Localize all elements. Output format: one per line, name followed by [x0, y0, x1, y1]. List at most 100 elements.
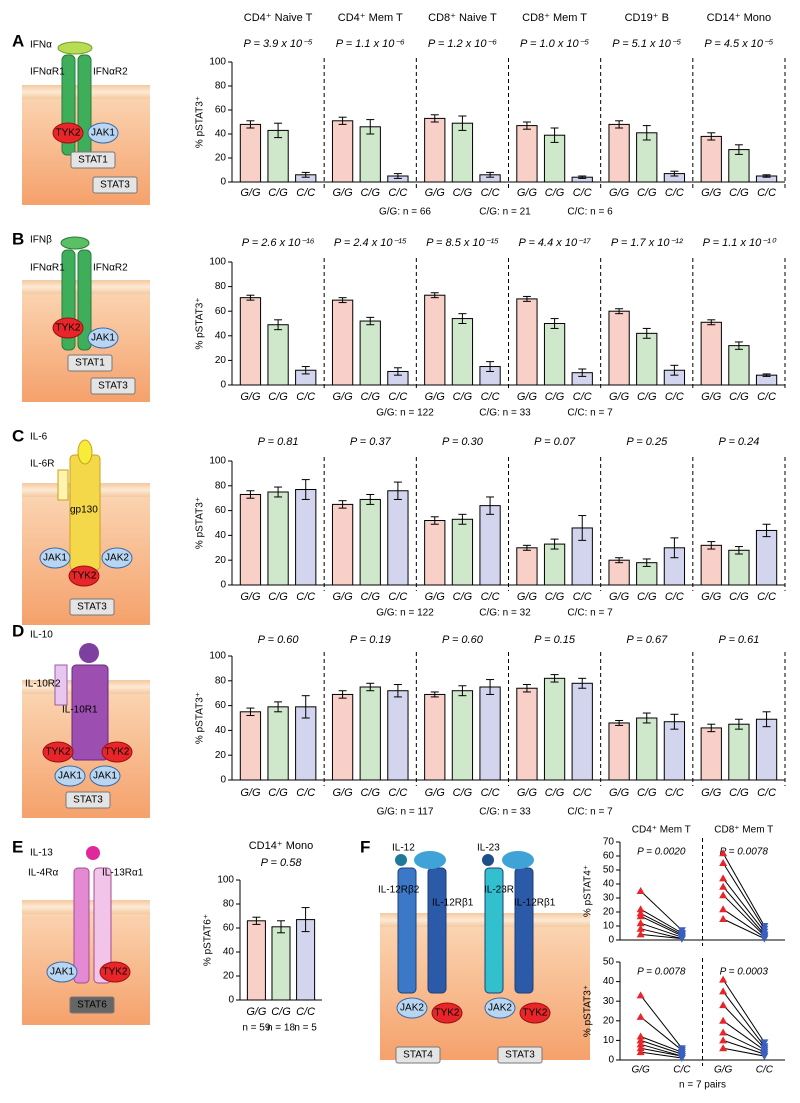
- protein-label: STAT3: [98, 381, 128, 392]
- y-axis-label: % pSTAT3⁺: [195, 692, 206, 744]
- point: [636, 1012, 645, 1020]
- bar: [516, 547, 538, 586]
- stat-box: [69, 598, 115, 616]
- ligand: [57, 41, 93, 55]
- x-tick-label: C/C: [481, 591, 500, 603]
- stat-box: [65, 791, 111, 809]
- x-tick-label: C/G: [545, 787, 565, 799]
- bar: [700, 135, 722, 183]
- receptor: [397, 867, 417, 994]
- group-title: CD4⁺ Naive T: [244, 12, 313, 24]
- y-tick-label: 60: [215, 105, 227, 116]
- pair-line: [722, 1020, 765, 1051]
- x-tick-label: G/G: [609, 591, 630, 603]
- y-tick-label: 70: [603, 837, 615, 848]
- receptor-label: IL-13: [30, 848, 53, 859]
- kinase: [87, 327, 119, 349]
- x-tick-label: G/G: [701, 391, 722, 403]
- bar: [571, 682, 593, 781]
- y-tick-label: 60: [215, 700, 227, 711]
- y-tick-label: 100: [209, 651, 226, 662]
- x-tick-label: C/C: [388, 187, 407, 199]
- bar: [331, 120, 354, 183]
- p-value: P = 0.15: [534, 634, 576, 646]
- n-label: G/G: n = 66: [379, 207, 431, 218]
- bar: [636, 332, 658, 386]
- y-tick-label: 60: [215, 505, 227, 516]
- bar: [246, 920, 266, 1001]
- x-tick-label: C/C: [665, 391, 684, 403]
- y-tick-label: 0: [228, 995, 234, 1006]
- bar: [516, 125, 538, 183]
- n-label: C/G: n = 21: [479, 207, 531, 218]
- point: [719, 987, 728, 995]
- bar: [728, 723, 750, 781]
- x-tick-label: C/C: [481, 787, 500, 799]
- y-tick-label: 100: [209, 257, 226, 268]
- y-tick-label: 100: [209, 456, 226, 467]
- n-label: C/C: n = 7: [567, 807, 613, 818]
- p-value: P = 0.67: [626, 634, 668, 646]
- x-tick-label: G/G: [333, 787, 354, 799]
- x-tick-label: G/G: [425, 187, 446, 199]
- y-axis-label: % pSTAT6⁺: [203, 914, 214, 966]
- bar: [387, 690, 409, 781]
- bar: [239, 123, 262, 183]
- y-tick-label: 30: [603, 893, 615, 904]
- receptor-label: IFNαR1: [30, 67, 65, 78]
- x-tick-label: G/G: [333, 391, 354, 403]
- x-tick-label: C/C: [665, 787, 684, 799]
- protein-label: TYK2: [522, 1008, 547, 1019]
- x-tick-label: C/G: [360, 591, 380, 603]
- protein-label: JAK1: [93, 771, 117, 782]
- panel-letter: A: [12, 31, 24, 50]
- x-tick-label: C/G: [453, 591, 473, 603]
- protein-label: JAK1: [91, 333, 115, 344]
- kinase: [52, 317, 84, 339]
- bar: [239, 493, 262, 586]
- receptor-label: IFNβ: [30, 235, 52, 246]
- bar: [516, 687, 538, 781]
- bar: [295, 489, 317, 586]
- x-tick-label: C/C: [756, 1065, 774, 1076]
- y-tick-label: 0: [220, 380, 226, 391]
- kinase: [39, 547, 71, 569]
- panel-letter: B: [12, 229, 24, 248]
- receptor-label: IL-6: [30, 432, 48, 443]
- pair-line: [722, 886, 765, 935]
- pair-line: [722, 1004, 765, 1049]
- x-tick-label: G/G: [240, 187, 261, 199]
- pair-line: [722, 852, 765, 927]
- bar: [359, 686, 381, 781]
- point: [760, 935, 769, 943]
- p-value: P = 8.5 x 10⁻¹⁵: [426, 237, 499, 249]
- kinase: [46, 961, 78, 983]
- p-value: P = 0.37: [350, 436, 392, 448]
- p-value: P = 0.81: [258, 436, 299, 448]
- pair-line: [640, 922, 683, 938]
- p-value: P = 0.0003: [720, 967, 769, 978]
- n-label: G/G: n = 122: [376, 408, 434, 419]
- kinase: [68, 565, 100, 587]
- protein-label: TYK2: [55, 128, 80, 139]
- point: [636, 1040, 645, 1048]
- y-tick-label: 20: [603, 907, 615, 918]
- bar: [451, 518, 474, 586]
- receptor: [427, 867, 447, 994]
- pair-line: [722, 991, 765, 1047]
- x-tick-label: C/C: [388, 391, 407, 403]
- bar: [424, 520, 446, 586]
- x-tick-label: G/G: [609, 391, 630, 403]
- x-tick-label: C/C: [757, 391, 776, 403]
- y-tick-label: 40: [603, 976, 615, 987]
- point: [719, 859, 728, 866]
- receptor-label: IL-23R: [484, 885, 514, 896]
- kinase: [431, 1002, 463, 1024]
- point: [636, 919, 645, 927]
- x-tick-label: G/G: [246, 1006, 267, 1018]
- bar: [543, 543, 566, 586]
- pair-line: [640, 1016, 683, 1051]
- y-tick-label: 40: [215, 725, 227, 736]
- p-value: P = 0.07: [534, 436, 576, 448]
- bar: [239, 711, 262, 781]
